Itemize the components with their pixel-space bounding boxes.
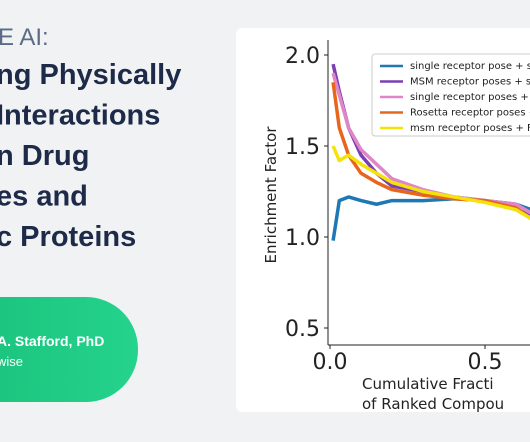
x-tick-label: 0.5 [468,350,503,375]
kicker: E AI: [0,24,49,51]
legend-label: msm receptor poses + F [410,123,530,134]
speaker-org: wise [0,354,23,369]
title-line: es and [0,181,88,213]
series-line [331,145,530,220]
series-line [331,82,530,220]
title-line: c Proteins [0,221,136,253]
x-tick-label: 0.0 [313,350,348,375]
speaker-badge[interactable] [0,297,138,402]
speaker-name: A. Stafford, PhD [0,333,104,349]
y-tick-label: 1.0 [285,226,320,251]
y-tick-label: 1.5 [285,135,320,160]
y-tick-label: 2.0 [285,44,320,69]
legend [371,53,530,137]
y-axis-label: Enrichment Factor [262,126,280,264]
x-axis-label: Cumulative Fracti [362,375,494,393]
chart: 0.5 1.0 1.5 2.0 0.0 0.5 Enrichment Factor Cumul… [262,40,530,413]
y-tick-label: 0.5 [285,317,320,342]
legend-label: MSM receptor poses + s [410,77,530,88]
x-axis-label: of Ranked Compou [362,395,504,413]
legend-label: single receptor pose + s [410,61,530,72]
title-line: ng Physically [0,59,181,91]
title-line: Interactions [0,100,160,132]
title-line: n Drug [0,140,89,172]
legend-label: single receptor poses + F [410,92,530,103]
title-block: ng Physically Interactions n Drug es and c … [0,59,181,253]
legend-label: Rosetta receptor poses + [410,108,530,119]
